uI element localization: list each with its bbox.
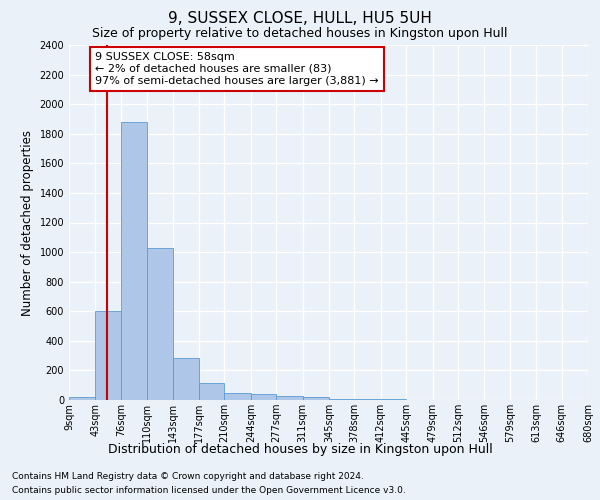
Bar [199,383,224,400]
Bar [302,397,329,400]
Text: Size of property relative to detached houses in Kingston upon Hull: Size of property relative to detached ho… [92,28,508,40]
Y-axis label: Number of detached properties: Number of detached properties [21,130,34,316]
Bar [95,311,121,400]
Text: 9, SUSSEX CLOSE, HULL, HU5 5UH: 9, SUSSEX CLOSE, HULL, HU5 5UH [168,11,432,26]
Bar [121,122,147,400]
Bar [251,394,276,400]
Bar [173,358,199,400]
Bar [147,248,173,400]
Text: Distribution of detached houses by size in Kingston upon Hull: Distribution of detached houses by size … [107,442,493,456]
Text: Contains public sector information licensed under the Open Government Licence v3: Contains public sector information licen… [12,486,406,495]
Text: Contains HM Land Registry data © Crown copyright and database right 2024.: Contains HM Land Registry data © Crown c… [12,472,364,481]
Bar [276,396,302,400]
Bar [224,392,251,400]
Text: 9 SUSSEX CLOSE: 58sqm
← 2% of detached houses are smaller (83)
97% of semi-detac: 9 SUSSEX CLOSE: 58sqm ← 2% of detached h… [95,52,379,86]
Bar [69,397,95,400]
